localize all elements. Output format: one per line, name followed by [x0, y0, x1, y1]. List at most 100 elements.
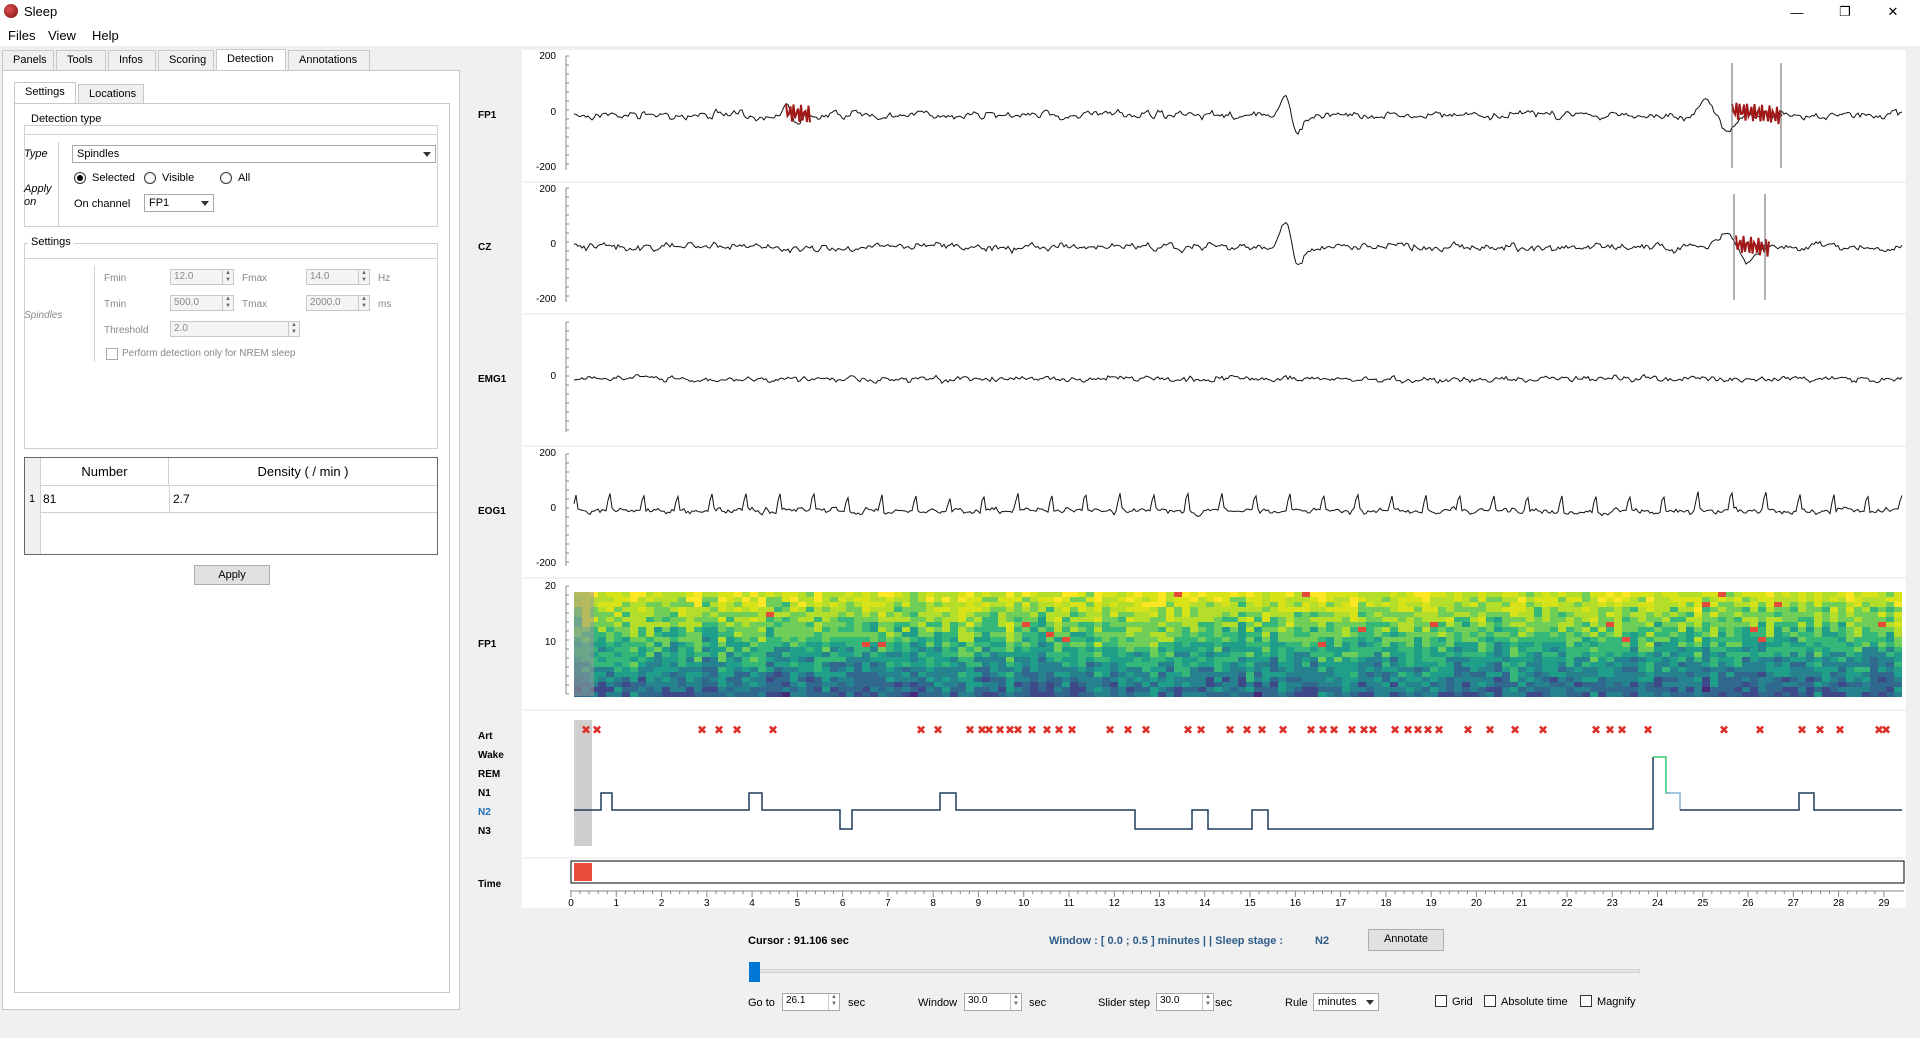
- tab-detection[interactable]: Detection: [216, 49, 286, 71]
- spin-arrows-icon[interactable]: ▲ ▼: [1010, 994, 1021, 1010]
- header-number[interactable]: Number: [41, 458, 169, 486]
- nrem-checkbox[interactable]: [106, 348, 118, 360]
- spectrogram-cell: [1646, 657, 1654, 662]
- annotate-button[interactable]: Annotate: [1368, 929, 1444, 951]
- spectrogram-cell: [774, 672, 782, 677]
- spectrogram-cell: [838, 617, 846, 622]
- spectrogram-cell: [606, 692, 614, 697]
- restore-button[interactable]: ❐: [1839, 4, 1851, 19]
- artifact-mark: ✖: [714, 723, 724, 737]
- spectrogram-cell: [1166, 672, 1174, 677]
- goto-spinbox[interactable]: 26.1 ▲ ▼: [782, 993, 840, 1011]
- radio-all[interactable]: [220, 172, 232, 184]
- spectrogram-cell: [1710, 687, 1718, 692]
- plot-area[interactable]: [522, 50, 1906, 908]
- spectrogram-cell: [774, 607, 782, 612]
- spectrogram-cell: [950, 692, 958, 697]
- cell-number[interactable]: 81: [43, 492, 57, 506]
- apply-button[interactable]: Apply: [194, 565, 270, 585]
- spectrogram-cell: [1894, 677, 1902, 682]
- tab-panels[interactable]: Panels: [2, 50, 54, 70]
- spectrogram-cell: [1598, 667, 1606, 672]
- spectrogram-cell: [1638, 602, 1646, 607]
- spectrogram-cell: [1174, 637, 1182, 642]
- tab-infos[interactable]: Infos: [108, 50, 156, 70]
- spectrogram-cell: [1446, 602, 1454, 607]
- menu-files[interactable]: Files: [8, 28, 36, 43]
- spectrogram-cell: [1718, 602, 1726, 607]
- spectrogram-cell: [1062, 632, 1070, 637]
- spectrogram-cell: [942, 597, 950, 602]
- header-density[interactable]: Density ( / min ): [169, 458, 437, 486]
- spectrogram-cell: [1422, 682, 1430, 687]
- spectrogram-cell: [758, 632, 766, 637]
- spectrogram-cell: [1382, 652, 1390, 657]
- spectrogram-cell: [1638, 642, 1646, 647]
- channel-select[interactable]: FP1: [144, 194, 214, 212]
- spectrogram-cell: [1326, 642, 1334, 647]
- spectrogram-cell: [1526, 632, 1534, 637]
- spectrogram-cell: [1046, 632, 1054, 637]
- type-select[interactable]: Spindles: [72, 145, 436, 163]
- spectrogram-label[interactable]: FP1: [478, 639, 497, 650]
- channel-label-fp1[interactable]: FP1: [478, 110, 497, 121]
- spectrogram-cell: [1094, 692, 1102, 697]
- spin-arrows-icon[interactable]: ▲ ▼: [358, 270, 369, 284]
- minimize-button[interactable]: —: [1790, 4, 1804, 20]
- radio-selected[interactable]: [74, 172, 86, 184]
- spectrogram-cell: [758, 642, 766, 647]
- spectrogram-cell: [1390, 622, 1398, 627]
- spin-arrows-icon[interactable]: ▲ ▼: [222, 270, 233, 284]
- spectrogram-cell: [1286, 647, 1294, 652]
- spectrogram-cell: [1870, 647, 1878, 652]
- spectrogram-cell: [670, 677, 678, 682]
- time-slider-track[interactable]: [752, 969, 1640, 973]
- spectrogram-cell: [734, 617, 742, 622]
- subtab-locations[interactable]: Locations: [78, 84, 144, 104]
- spectrogram-cell: [830, 617, 838, 622]
- radio-visible[interactable]: [144, 172, 156, 184]
- spectrogram-cell: [1758, 682, 1766, 687]
- spectrogram-cell: [718, 677, 726, 682]
- spin-arrows-icon[interactable]: ▲ ▼: [828, 994, 839, 1010]
- tab-annotations[interactable]: Annotations: [288, 50, 370, 70]
- spec-tick-10: 10: [544, 637, 556, 648]
- spectrogram-cell: [1030, 597, 1038, 602]
- tab-tools[interactable]: Tools: [56, 50, 106, 70]
- grid-checkbox[interactable]: [1435, 995, 1447, 1007]
- fmin-spinbox[interactable]: 12.0 ▲ ▼: [170, 269, 234, 285]
- spectrogram-cell: [1438, 642, 1446, 647]
- tmax-spinbox[interactable]: 2000.0 ▲ ▼: [306, 295, 370, 311]
- close-button[interactable]: ✕: [1887, 4, 1899, 19]
- tmin-spinbox[interactable]: 500.0 ▲ ▼: [170, 295, 234, 311]
- subtab-settings[interactable]: Settings: [14, 82, 76, 104]
- tab-scoring[interactable]: Scoring: [158, 50, 214, 70]
- slider-step-spinbox[interactable]: 30.0 ▲ ▼: [1156, 993, 1214, 1011]
- spectrogram-cell: [1598, 692, 1606, 697]
- spectrogram-cell: [1526, 657, 1534, 662]
- menu-view[interactable]: View: [48, 28, 76, 43]
- absolute-time-checkbox[interactable]: [1484, 995, 1496, 1007]
- spin-arrows-icon[interactable]: ▲ ▼: [1202, 994, 1213, 1010]
- spectrogram-cell: [1502, 652, 1510, 657]
- threshold-spinbox[interactable]: 2.0 ▲ ▼: [170, 321, 300, 337]
- window-spinbox[interactable]: 30.0 ▲ ▼: [964, 993, 1022, 1011]
- channel-label-emg1[interactable]: EMG1: [478, 374, 507, 385]
- spectrogram-cell: [1622, 597, 1630, 602]
- magnify-checkbox[interactable]: [1580, 995, 1592, 1007]
- spectrogram-cell: [1414, 657, 1422, 662]
- spin-arrows-icon[interactable]: ▲ ▼: [222, 296, 233, 310]
- spin-arrows-icon[interactable]: ▲ ▼: [288, 322, 299, 336]
- spectrogram-cell: [1590, 632, 1598, 637]
- spectrogram-cell: [654, 617, 662, 622]
- spectrogram-cell: [1182, 642, 1190, 647]
- time-slider-handle[interactable]: [749, 962, 760, 982]
- fmax-spinbox[interactable]: 14.0 ▲ ▼: [306, 269, 370, 285]
- spectrogram-cell: [1278, 657, 1286, 662]
- channel-label-eog1[interactable]: EOG1: [478, 506, 506, 517]
- menu-help[interactable]: Help: [92, 28, 119, 43]
- spin-arrows-icon[interactable]: ▲ ▼: [358, 296, 369, 310]
- cell-density[interactable]: 2.7: [173, 492, 190, 506]
- rule-select[interactable]: minutes: [1313, 993, 1379, 1011]
- channel-label-cz[interactable]: CZ: [478, 242, 492, 253]
